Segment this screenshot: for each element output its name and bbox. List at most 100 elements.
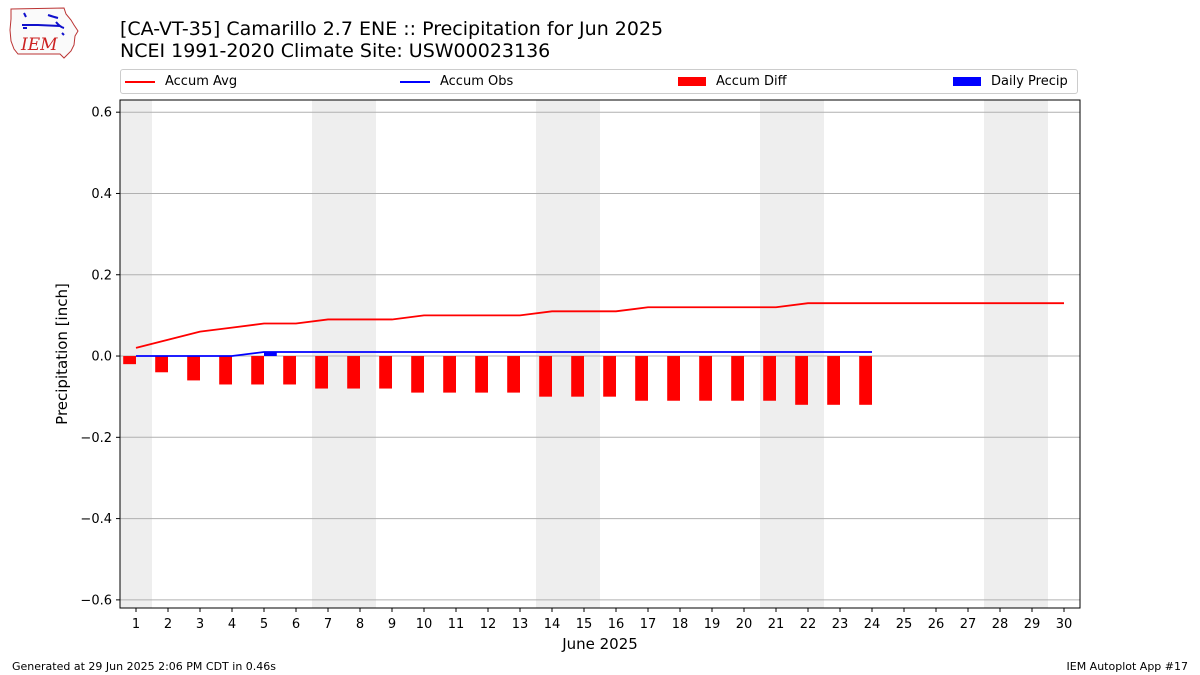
chart-title: [CA-VT-35] Camarillo 2.7 ENE :: Precipit… bbox=[120, 18, 664, 40]
gridlines bbox=[120, 111, 1080, 601]
legend-item-accum-obs: Accum Obs bbox=[400, 70, 513, 93]
legend-label-accum-obs: Accum Obs bbox=[440, 74, 514, 89]
accum-diff-bar-22 bbox=[795, 356, 808, 405]
x-tick-label-9: 9 bbox=[388, 617, 396, 632]
weekend-shading bbox=[120, 100, 1048, 608]
accum-diff-bar-11 bbox=[443, 356, 456, 393]
legend-item-accum-avg: Accum Avg bbox=[125, 70, 237, 93]
x-tick-label-26: 26 bbox=[928, 617, 945, 632]
x-tick-label-22: 22 bbox=[800, 617, 817, 632]
legend-label-accum-avg: Accum Avg bbox=[165, 74, 238, 89]
weekend-band-3 bbox=[536, 100, 600, 608]
accum-diff-bar-20 bbox=[731, 356, 744, 401]
app-note: IEM Autoplot App #17 bbox=[1066, 660, 1189, 673]
x-tick-label-8: 8 bbox=[356, 617, 364, 632]
x-tick-label-25: 25 bbox=[896, 617, 913, 632]
y-tick-label-3: 0.0 bbox=[91, 350, 112, 365]
accum-diff-bar-24 bbox=[859, 356, 872, 405]
x-tick-label-24: 24 bbox=[864, 617, 881, 632]
legend: Accum Avg Accum Obs Accum Diff Daily Pre… bbox=[120, 69, 1078, 94]
accum-diff-bar-12 bbox=[475, 356, 488, 393]
x-tick-label-23: 23 bbox=[832, 617, 849, 632]
accum-diff-bar-9 bbox=[379, 356, 392, 389]
x-tick-label-5: 5 bbox=[260, 617, 268, 632]
logo-weather-glyphs bbox=[22, 12, 65, 36]
x-axis-label: June 2025 bbox=[561, 635, 638, 653]
accum-diff-bar-16 bbox=[603, 356, 616, 397]
generated-note: Generated at 29 Jun 2025 2:06 PM CDT in … bbox=[12, 660, 277, 673]
x-tick-label-18: 18 bbox=[672, 617, 689, 632]
x-tick-label-13: 13 bbox=[512, 617, 529, 632]
x-tick-label-7: 7 bbox=[324, 617, 332, 632]
accum-diff-bar-5 bbox=[251, 356, 264, 385]
bars bbox=[123, 351, 872, 405]
y-tick-label-1: −0.4 bbox=[80, 512, 112, 527]
x-tick-label-11: 11 bbox=[448, 617, 465, 632]
plot-frame bbox=[119, 99, 1081, 609]
accum-obs-line bbox=[136, 351, 872, 357]
weekend-band-5 bbox=[984, 100, 1048, 608]
daily-precip-bar-5 bbox=[264, 351, 277, 357]
x-tick-label-1: 1 bbox=[132, 617, 140, 632]
legend-swatch-accum-diff bbox=[678, 77, 706, 86]
legend-label-daily-precip: Daily Precip bbox=[991, 74, 1068, 89]
x-tick-label-15: 15 bbox=[576, 617, 593, 632]
x-tick-label-2: 2 bbox=[164, 617, 172, 632]
x-tick-label-28: 28 bbox=[992, 617, 1009, 632]
accum-diff-bar-10 bbox=[411, 356, 424, 393]
accum-diff-bar-3 bbox=[187, 356, 200, 381]
x-tick-label-4: 4 bbox=[228, 617, 236, 632]
accum-diff-bar-1 bbox=[123, 356, 136, 365]
logo-text: IEM bbox=[20, 35, 58, 55]
x-tick-label-20: 20 bbox=[736, 617, 753, 632]
accum-diff-bar-7 bbox=[315, 356, 328, 389]
accum-diff-bar-14 bbox=[539, 356, 552, 397]
legend-swatch-accum-avg bbox=[125, 80, 155, 83]
iem-logo: IEM bbox=[9, 7, 79, 59]
y-tick-label-0: −0.6 bbox=[80, 593, 112, 608]
x-axis: 1 2 3 4 5 6 7 8 9 10 11 12 13 14 15 16 17 18 19 20 21 22 23 24 2… bbox=[132, 608, 1072, 632]
x-tick-label-12: 12 bbox=[480, 617, 497, 632]
legend-item-accum-diff: Accum Diff bbox=[678, 70, 787, 93]
weekend-band-2 bbox=[312, 100, 376, 608]
x-tick-label-6: 6 bbox=[292, 617, 300, 632]
legend-label-accum-diff: Accum Diff bbox=[716, 74, 787, 89]
accum-diff-bar-17 bbox=[635, 356, 648, 401]
x-tick-label-14: 14 bbox=[544, 617, 561, 632]
legend-swatch-accum-obs bbox=[400, 80, 430, 83]
legend-item-daily-precip: Daily Precip bbox=[953, 70, 1068, 93]
y-axis-label: Precipitation [inch] bbox=[53, 283, 71, 425]
accum-diff-bar-4 bbox=[219, 356, 232, 385]
x-tick-label-30: 30 bbox=[1056, 617, 1073, 632]
accum-diff-bar-13 bbox=[507, 356, 520, 393]
y-tick-label-4: 0.2 bbox=[91, 268, 112, 283]
x-tick-label-3: 3 bbox=[196, 617, 204, 632]
weekend-band-1 bbox=[120, 100, 152, 608]
x-tick-label-10: 10 bbox=[416, 617, 433, 632]
accum-diff-bar-6 bbox=[283, 356, 296, 385]
y-tick-label-6: 0.6 bbox=[91, 106, 112, 121]
x-tick-label-19: 19 bbox=[704, 617, 721, 632]
accum-diff-bar-2 bbox=[155, 356, 168, 373]
x-tick-label-21: 21 bbox=[768, 617, 785, 632]
accum-diff-bar-21 bbox=[763, 356, 776, 401]
accum-diff-bar-18 bbox=[667, 356, 680, 401]
logo-state-outline bbox=[9, 7, 79, 59]
x-tick-label-29: 29 bbox=[1024, 617, 1041, 632]
y-axis: −0.6 −0.4 −0.2 0.0 0.2 0.4 0.6 bbox=[80, 106, 120, 608]
x-tick-label-17: 17 bbox=[640, 617, 657, 632]
x-tick-label-27: 27 bbox=[960, 617, 977, 632]
y-tick-label-5: 0.4 bbox=[91, 187, 112, 202]
accum-diff-bar-8 bbox=[347, 356, 360, 389]
accum-diff-bar-15 bbox=[571, 356, 584, 397]
weekend-band-4 bbox=[760, 100, 824, 608]
accum-diff-bar-19 bbox=[699, 356, 712, 401]
series-lines bbox=[135, 302, 1064, 357]
x-tick-label-16: 16 bbox=[608, 617, 625, 632]
accum-avg-line bbox=[135, 302, 1064, 349]
y-tick-label-2: −0.2 bbox=[80, 431, 112, 446]
accum-diff-bar-23 bbox=[827, 356, 840, 405]
chart-subtitle: NCEI 1991-2020 Climate Site: USW00023136 bbox=[120, 40, 551, 62]
legend-swatch-daily-precip bbox=[953, 77, 981, 86]
